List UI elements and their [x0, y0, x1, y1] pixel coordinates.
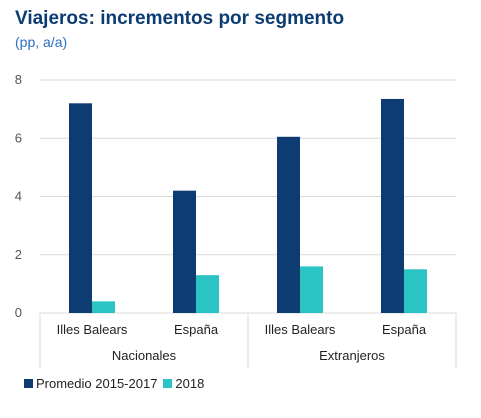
- bar-series-1-3: [381, 98, 404, 314]
- chart-subtitle: (pp, a/a): [15, 34, 68, 50]
- bar-series-2-2: [300, 266, 323, 313]
- bar-series-2-1: [196, 275, 219, 313]
- x-tick-label: Illes Balears: [265, 322, 336, 337]
- y-tick-label: 6: [15, 130, 22, 145]
- x-tick-label: España: [382, 322, 427, 337]
- legend-label-series-1: Promedio 2015-2017: [36, 376, 158, 391]
- y-tick-label: 0: [15, 305, 22, 320]
- group-label: Nacionales: [112, 348, 177, 363]
- x-tick-label: España: [174, 322, 219, 337]
- bar-series-2-0: [92, 301, 115, 313]
- legend-item-series-2: 2018: [163, 376, 204, 391]
- legend: Promedio 2015-2017 2018: [24, 376, 210, 391]
- legend-swatch-series-1: [24, 379, 33, 388]
- bar-series-1-2: [277, 136, 300, 313]
- bar-series-1-1: [173, 190, 196, 313]
- legend-swatch-series-2: [163, 379, 173, 388]
- y-tick-label: 8: [15, 72, 22, 87]
- x-tick-label: Illes Balears: [57, 322, 128, 337]
- bar-series-1-0: [69, 103, 92, 313]
- legend-item-series-1: Promedio 2015-2017: [24, 376, 157, 391]
- y-tick-label: 2: [15, 247, 22, 262]
- group-label: Extranjeros: [319, 348, 385, 363]
- chart-title: Viajeros: incrementos por segmento: [15, 8, 345, 29]
- bar-series-2-3: [404, 269, 427, 313]
- y-tick-label: 4: [15, 189, 22, 204]
- legend-label-series-2: 2018: [175, 376, 205, 391]
